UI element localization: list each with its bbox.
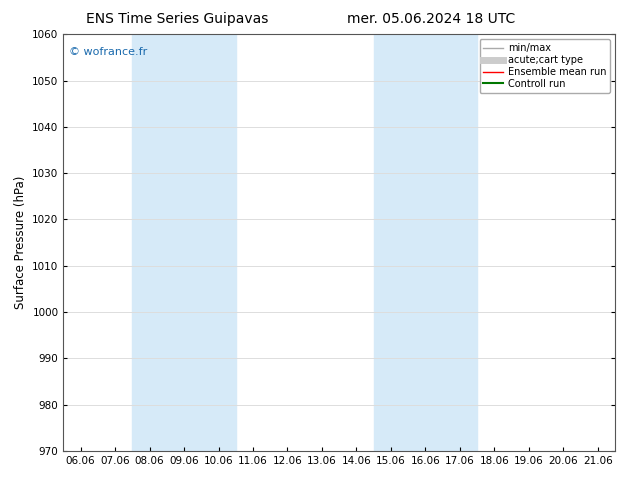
Y-axis label: Surface Pressure (hPa): Surface Pressure (hPa) — [14, 176, 27, 309]
Bar — [373, 34, 477, 451]
Text: ENS Time Series Guipavas: ENS Time Series Guipavas — [86, 12, 269, 26]
Bar — [133, 34, 236, 451]
Text: mer. 05.06.2024 18 UTC: mer. 05.06.2024 18 UTC — [347, 12, 515, 26]
Text: © wofrance.fr: © wofrance.fr — [69, 47, 147, 57]
Legend: min/max, acute;cart type, Ensemble mean run, Controll run: min/max, acute;cart type, Ensemble mean … — [479, 39, 610, 93]
